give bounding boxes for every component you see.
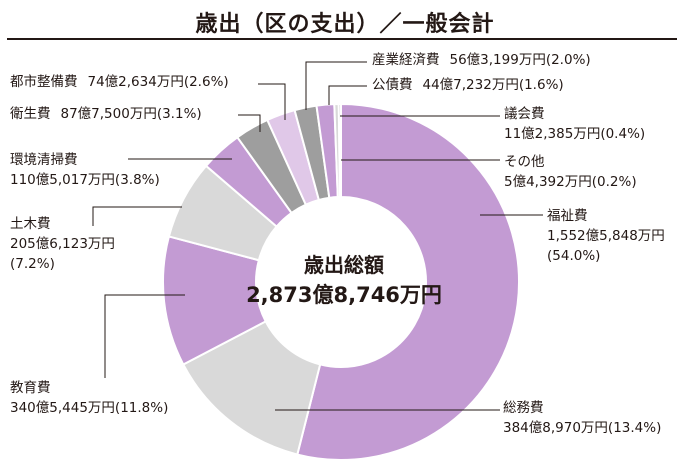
slice-name: 公債費: [372, 77, 413, 93]
label-kankyo: 環境清掃費 110億5,017万円(3.8%): [10, 150, 160, 190]
slice-name: 議会費: [504, 106, 545, 122]
label-fukushi: 福祉費 1,552億5,848万円 (54.0%): [547, 206, 665, 266]
label-gikai: 議会費 11億2,385万円(0.4%): [504, 104, 645, 144]
donut-center: 歳出総額 2,873億8,746万円: [244, 250, 444, 310]
leader-line-2: [104, 294, 185, 378]
label-eisei: 衛生費 87億7,500万円(3.1%): [10, 104, 202, 124]
label-sonota: その他 5億4,392万円(0.2%): [504, 152, 637, 192]
slice-amount: 110億5,017万円: [10, 172, 115, 188]
leader-line-7: [305, 61, 367, 110]
slice-amount: 11億2,385万円: [504, 126, 601, 142]
slice-share: (0.4%): [600, 126, 646, 142]
slice-10: [337, 102, 342, 199]
slice-name: 産業経済費: [372, 52, 440, 68]
slice-amount: 87億7,500万円: [60, 106, 157, 122]
leader-line-6: [258, 83, 286, 120]
slice-name: 環境清掃費: [10, 152, 78, 168]
slice-amount: 384億8,970万円: [503, 420, 608, 436]
slice-amount: 5億4,392万円: [504, 174, 592, 190]
slice-amount: 74億2,634万円: [87, 74, 184, 90]
label-doboku: 土木費 205億6,123万円 (7.2%): [10, 214, 115, 274]
slice-name: 衛生費: [10, 106, 51, 122]
title-underline: [7, 38, 677, 40]
leader-line-5: [238, 114, 261, 132]
slice-name: 土木費: [10, 216, 51, 232]
label-kosai: 公債費 44億7,232万円(1.6%): [372, 75, 564, 95]
slice-share: (1.6%): [518, 77, 564, 93]
slice-name: 教育費: [10, 380, 51, 396]
slice-name: 総務費: [503, 400, 544, 416]
slice-amount: 1,552億5,848万円: [547, 228, 665, 244]
slice-share: (11.8%): [114, 400, 169, 416]
label-toshi: 都市整備費 74億2,634万円(2.6%): [10, 72, 229, 92]
slice-0: [296, 102, 520, 461]
slice-share: (3.8%): [114, 172, 160, 188]
slice-amount: 56億3,199万円: [449, 52, 546, 68]
slice-share: (2.0%): [545, 52, 591, 68]
slice-share: (0.2%): [591, 174, 637, 190]
center-label: 歳出総額: [304, 253, 384, 277]
slice-share: (54.0%): [547, 248, 601, 264]
slice-share: (13.4%): [607, 420, 662, 436]
slice-amount: 44億7,232万円: [422, 77, 519, 93]
center-total: 2,873億8,746万円: [246, 283, 442, 307]
slice-share: (7.2%): [10, 256, 55, 272]
chart-title: 歳出（区の支出）／一般会計: [195, 12, 495, 37]
label-kyoiku: 教育費 340億5,445万円(11.8%): [10, 378, 168, 418]
label-sangyo: 産業経済費 56億3,199万円(2.0%): [372, 50, 591, 70]
leader-line-8: [328, 85, 367, 105]
label-somu: 総務費 384億8,970万円(13.4%): [503, 398, 661, 438]
slice-name: その他: [504, 154, 545, 170]
slice-name: 都市整備費: [10, 74, 78, 90]
slice-amount: 340億5,445万円: [10, 400, 115, 416]
leader-line-3: [92, 206, 182, 226]
slice-share: (3.1%): [156, 106, 202, 122]
slice-amount: 205億6,123万円: [10, 236, 115, 252]
slice-name: 福祉費: [547, 208, 588, 224]
slice-share: (2.6%): [183, 74, 229, 90]
